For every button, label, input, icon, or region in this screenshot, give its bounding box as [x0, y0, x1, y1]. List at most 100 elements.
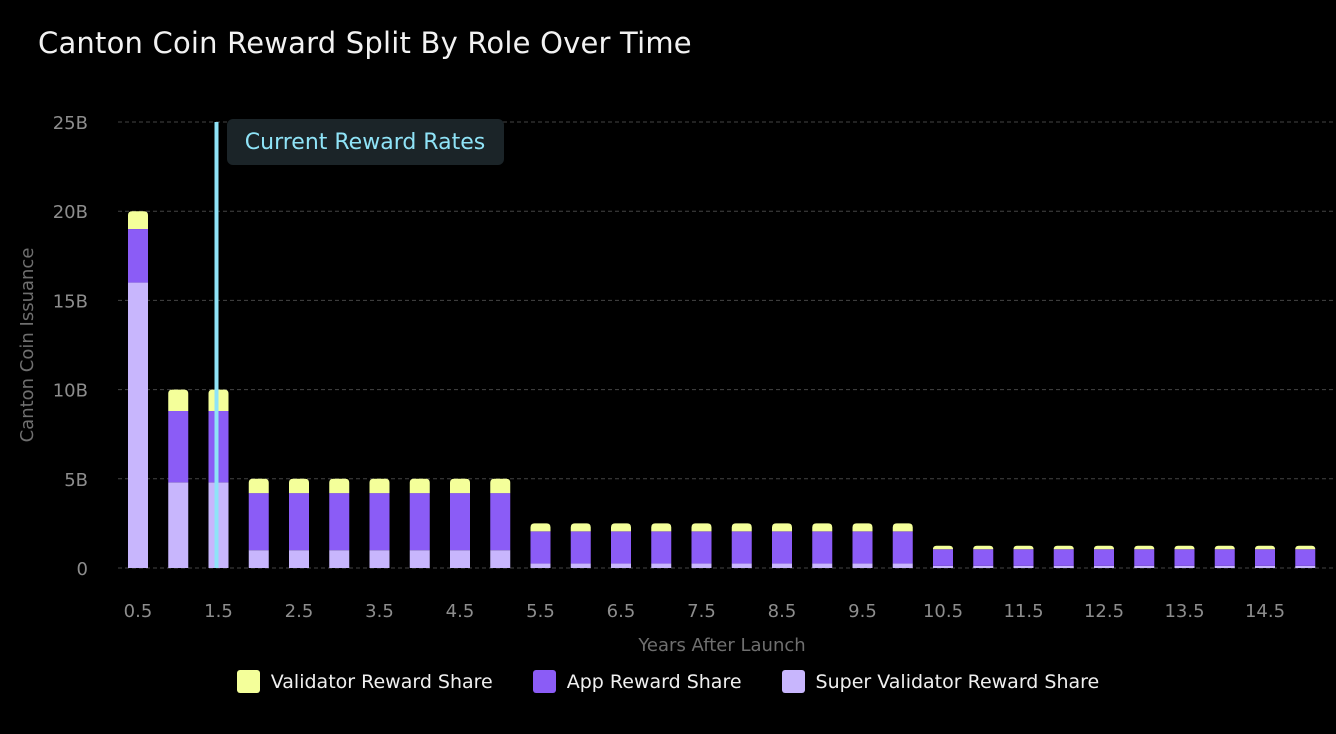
bar-segment-app — [409, 493, 430, 551]
bar-segment-app — [168, 411, 189, 483]
bar-segment-app — [329, 493, 350, 551]
bar-segment-validator — [691, 523, 712, 532]
bar-segment-validator — [570, 523, 591, 532]
bar-segment-super-validator — [731, 563, 752, 568]
legend-label: Super Validator Reward Share — [815, 670, 1100, 693]
y-tick-label: 10B — [53, 381, 88, 402]
bar-segment-super-validator — [570, 563, 591, 568]
bar-segment-app — [1094, 549, 1114, 566]
x-tick-label: 14.5 — [1245, 601, 1285, 622]
x-tick-label: 8.5 — [768, 601, 797, 622]
x-axis-title: Years After Launch — [637, 635, 805, 656]
y-tick-label: 5B — [64, 470, 88, 491]
bar-segment-validator — [490, 478, 511, 494]
bar-segment-app — [933, 549, 953, 566]
bar-segment-super-validator — [973, 565, 994, 568]
bar-segment-validator — [1053, 545, 1074, 550]
x-tick-label: 7.5 — [687, 601, 716, 622]
bar-segment-super-validator — [812, 563, 833, 568]
legend-swatch — [781, 670, 805, 693]
bar-segment-app — [731, 531, 752, 564]
bar-segment-validator — [731, 523, 752, 532]
bar-segment-validator — [933, 545, 953, 550]
bar-segment-super-validator — [490, 550, 511, 568]
y-tick-label: 25B — [53, 113, 88, 134]
bar-segment-app — [128, 229, 148, 283]
annotation-label: Current Reward Rates — [245, 130, 485, 155]
bar-segment-app — [772, 531, 792, 564]
bar-segment-validator — [1013, 545, 1034, 550]
bar-segment-super-validator — [1214, 565, 1235, 568]
bar-segment-super-validator — [772, 563, 792, 568]
bar-segment-super-validator — [409, 550, 430, 568]
bar-segment-app — [651, 531, 672, 564]
bar-segment-validator — [1214, 545, 1235, 550]
bar-segment-app — [812, 531, 833, 564]
bar-segment-validator — [1094, 545, 1114, 550]
bar-segment-super-validator — [892, 563, 913, 568]
bar-segment-validator — [1134, 545, 1155, 550]
bar-segment-validator — [168, 389, 189, 412]
bar-segment-validator — [409, 478, 430, 494]
x-tick-label: 12.5 — [1084, 601, 1124, 622]
bar-segment-app — [1214, 549, 1235, 566]
legend-item[interactable]: App Reward Share — [532, 670, 742, 693]
bar-segment-app — [369, 493, 390, 551]
annotation-label-box — [227, 119, 504, 165]
bar-segment-validator — [1295, 545, 1316, 550]
legend-label: App Reward Share — [566, 670, 742, 693]
bar-segment-validator — [892, 523, 913, 532]
legend-item[interactable]: Validator Reward Share — [236, 670, 493, 693]
bar-segment-super-validator — [1134, 565, 1155, 568]
bar-segment-validator — [772, 523, 792, 532]
bar-segment-super-validator — [1295, 565, 1316, 568]
bar-segment-validator — [973, 545, 994, 550]
bar-segment-super-validator — [1094, 565, 1114, 568]
legend-item[interactable]: Super Validator Reward Share — [781, 670, 1100, 693]
bar-segment-app — [1053, 549, 1074, 566]
bar-segment-validator — [1174, 545, 1195, 550]
bar-segment-super-validator — [168, 482, 189, 568]
bar-segment-super-validator — [691, 563, 712, 568]
bar-segment-super-validator — [1013, 565, 1034, 568]
y-tick-label: 20B — [53, 202, 88, 223]
x-tick-label: 13.5 — [1164, 601, 1204, 622]
legend-swatch — [532, 670, 556, 693]
bar-segment-super-validator — [611, 563, 631, 568]
bar-segment-super-validator — [651, 563, 672, 568]
bar-segment-app — [1013, 549, 1034, 566]
bar-segment-validator — [611, 523, 631, 532]
bar-segment-super-validator — [852, 563, 873, 568]
bar-segment-app — [450, 493, 470, 551]
bar-segment-validator — [530, 523, 551, 532]
x-tick-label: 1.5 — [204, 601, 233, 622]
chart-legend: Validator Reward Share App Reward Share Su… — [0, 670, 1336, 693]
bar-segment-validator — [812, 523, 833, 532]
bar-segment-app — [289, 493, 309, 551]
bar-segment-app — [973, 549, 994, 566]
bar-segment-app — [1295, 549, 1316, 566]
bar-segment-super-validator — [933, 565, 953, 568]
bar-segment-super-validator — [289, 550, 309, 568]
y-tick-label: 0 — [77, 559, 88, 580]
bar-segment-super-validator — [329, 550, 350, 568]
bar-segment-super-validator — [450, 550, 470, 568]
bar-segment-super-validator — [369, 550, 390, 568]
bar-segment-app — [892, 531, 913, 564]
x-tick-label: 2.5 — [285, 601, 314, 622]
bar-segment-validator — [369, 478, 390, 494]
bar-segment-validator — [651, 523, 672, 532]
chart-title: Canton Coin Reward Split By Role Over Ti… — [38, 26, 692, 60]
x-tick-label: 4.5 — [446, 601, 475, 622]
x-tick-label: 5.5 — [526, 601, 555, 622]
bar-segment-app — [852, 531, 873, 564]
bar-segment-super-validator — [1174, 565, 1195, 568]
x-tick-label: 10.5 — [923, 601, 963, 622]
bar-segment-app — [530, 531, 551, 564]
legend-swatch — [236, 670, 260, 693]
x-tick-label: 9.5 — [848, 601, 877, 622]
y-tick-label: 15B — [53, 291, 88, 312]
x-tick-label: 3.5 — [365, 601, 394, 622]
bar-segment-app — [1134, 549, 1155, 566]
